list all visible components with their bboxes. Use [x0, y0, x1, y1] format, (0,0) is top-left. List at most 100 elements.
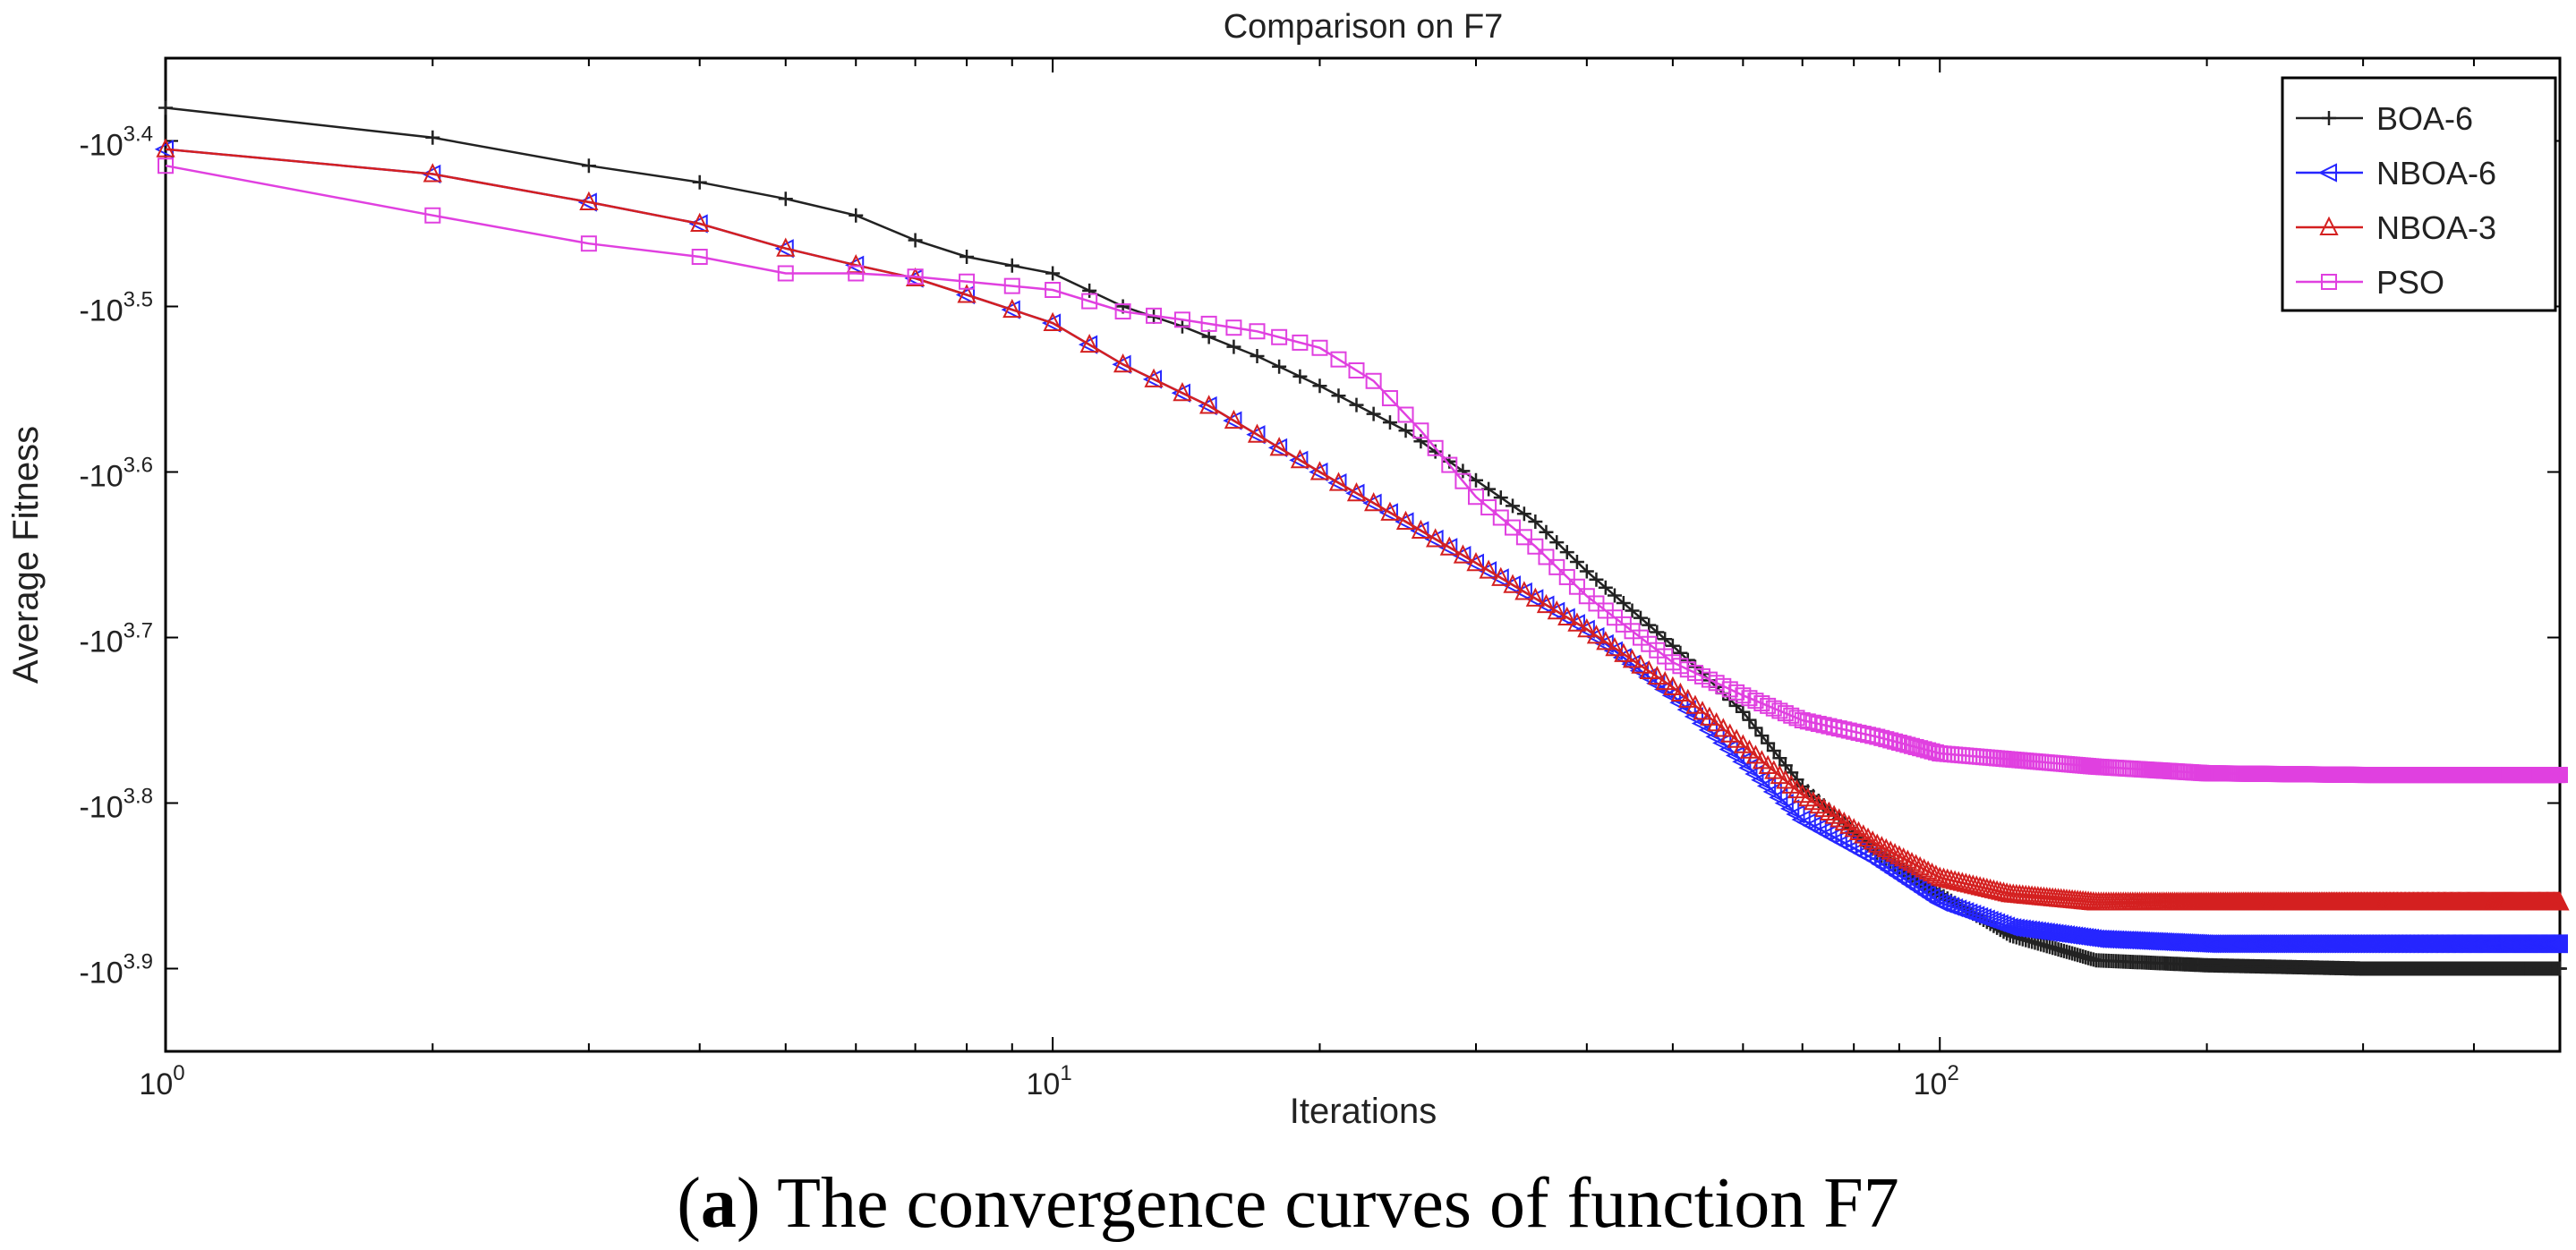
- data-point-nboa-6: [1452, 546, 1471, 565]
- data-point-pso: [1538, 548, 1555, 565]
- data-point-nboa-3: [1926, 864, 1946, 884]
- data-point-nboa-6: [1524, 589, 1544, 608]
- data-point-pso: [1804, 714, 1821, 731]
- data-point-pso: [1200, 315, 1217, 332]
- x-tick-exponent: 2: [1947, 1061, 1958, 1085]
- data-point-nboa-6: [577, 192, 597, 212]
- legend-label-nboa-6: NBOA-6: [2376, 155, 2496, 191]
- data-point-pso: [2552, 767, 2568, 784]
- legend-label-nboa-3: NBOA-3: [2376, 209, 2496, 246]
- data-point-nboa-3: [1693, 701, 1712, 720]
- data-point-pso: [1330, 351, 1347, 368]
- figure-caption: (a) The convergence curves of function F…: [677, 1164, 1899, 1243]
- data-point-nboa-3: [1557, 606, 1577, 626]
- data-point-nboa-6: [1575, 619, 1595, 639]
- data-point-boa-6: [1616, 596, 1631, 611]
- data-point-pso: [777, 265, 794, 282]
- data-point-pso: [1878, 731, 1895, 748]
- data-point-nboa-3: [1622, 649, 1642, 668]
- y-tick-label: -103.7: [79, 619, 153, 659]
- series-line-boa-6: [165, 106, 2560, 970]
- data-point-boa-6: [1312, 378, 1327, 394]
- data-point-nboa-3: [1113, 353, 1133, 373]
- data-point-nboa-3: [1577, 618, 1597, 638]
- x-tick-exponent: 1: [1060, 1061, 1071, 1085]
- chart-title: Comparison on F7: [1224, 8, 1504, 46]
- x-axis-label: Iterations: [1290, 1092, 1437, 1131]
- data-point-boa-6: [1569, 554, 1584, 569]
- data-point-pso: [1292, 334, 1309, 351]
- data-point-nboa-6: [1345, 483, 1365, 503]
- data-point-pso: [1558, 568, 1575, 585]
- data-point-pso: [691, 249, 708, 265]
- data-point-pso: [1904, 737, 1921, 754]
- data-point-nboa-3: [1364, 492, 1384, 512]
- y-tick-base: -10: [79, 957, 123, 991]
- data-point-pso: [1548, 558, 1565, 575]
- data-point-nboa-3: [1614, 642, 1633, 662]
- data-point-boa-6: [1331, 388, 1346, 404]
- data-point-pso: [1081, 293, 1098, 310]
- data-point-pso: [1146, 307, 1163, 324]
- data-point-boa-6: [1349, 397, 1364, 412]
- data-point-nboa-3: [1819, 801, 1839, 821]
- y-tick-label: -103.4: [79, 123, 153, 163]
- data-point-pso: [1783, 707, 1800, 724]
- data-point-nboa-3: [957, 284, 977, 303]
- data-point-nboa-3: [1426, 528, 1446, 548]
- y-tick-base: -10: [79, 129, 123, 163]
- data-point-boa-6: [1633, 610, 1648, 625]
- data-point-pso: [1045, 282, 1062, 298]
- y-tick-label: -103.8: [79, 785, 153, 825]
- data-point-boa-6: [1736, 704, 1751, 719]
- data-point-nboa-3: [1395, 510, 1416, 530]
- data-point-nboa-3: [1586, 625, 1607, 644]
- y-tick-base: -10: [79, 791, 123, 825]
- series-line-nboa-6: [165, 148, 2560, 945]
- data-point-boa-6: [1642, 617, 1657, 633]
- legend-marker-boa-6: [2322, 111, 2336, 125]
- data-point-pso: [1173, 311, 1190, 328]
- data-point-boa-6: [1382, 415, 1397, 430]
- data-point-nboa-3: [776, 237, 796, 257]
- data-point-boa-6: [849, 208, 864, 223]
- data-point-boa-6: [1607, 588, 1622, 603]
- legend-marker-nboa-6: [2317, 163, 2337, 183]
- data-point-nboa-3: [1309, 461, 1330, 480]
- data-point-pso: [1454, 472, 1471, 489]
- convergence-chart: Comparison on F7 -103.4-103.5-103.6-103.…: [6, 8, 2570, 1131]
- data-point-nboa-3: [1290, 449, 1310, 469]
- data-point-nboa-3: [1655, 670, 1675, 691]
- data-point-pso: [1412, 422, 1429, 439]
- data-point-pso: [1788, 710, 1805, 727]
- data-point-nboa-6: [1513, 582, 1532, 602]
- data-point-nboa-3: [1144, 368, 1164, 387]
- data-point-nboa-3: [1647, 665, 1667, 685]
- data-point-boa-6: [1272, 359, 1287, 374]
- data-point-boa-6: [1625, 603, 1640, 618]
- data-point-nboa-3: [1525, 587, 1545, 607]
- data-point-pso: [848, 265, 865, 282]
- caption-letter: a: [700, 1164, 737, 1243]
- data-point-pso: [424, 207, 441, 224]
- data-point-nboa-3: [1889, 845, 1909, 864]
- data-point-pso: [907, 268, 924, 285]
- legend-marker-pso: [2321, 274, 2337, 290]
- data-point-pso: [1765, 700, 1782, 717]
- data-point-pso: [1907, 738, 1924, 755]
- data-point-pso: [1348, 361, 1365, 378]
- data-point-boa-6: [1761, 736, 1776, 751]
- data-point-nboa-6: [1289, 450, 1309, 470]
- data-point-nboa-3: [1854, 824, 1873, 844]
- data-point-boa-6: [1366, 406, 1381, 421]
- data-point-nboa-6: [1001, 300, 1020, 319]
- data-point-nboa-6: [1267, 438, 1288, 458]
- data-point-pso: [1641, 635, 1658, 652]
- data-point-boa-6: [1766, 743, 1781, 758]
- data-point-nboa-3: [1514, 581, 1534, 600]
- data-point-nboa-6: [1171, 383, 1190, 403]
- data-point-nboa-3: [1631, 654, 1651, 674]
- x-tick-labels: 100 101 102: [139, 1061, 1958, 1101]
- data-point-nboa-3: [1894, 847, 1914, 867]
- data-point-pso: [1810, 715, 1827, 732]
